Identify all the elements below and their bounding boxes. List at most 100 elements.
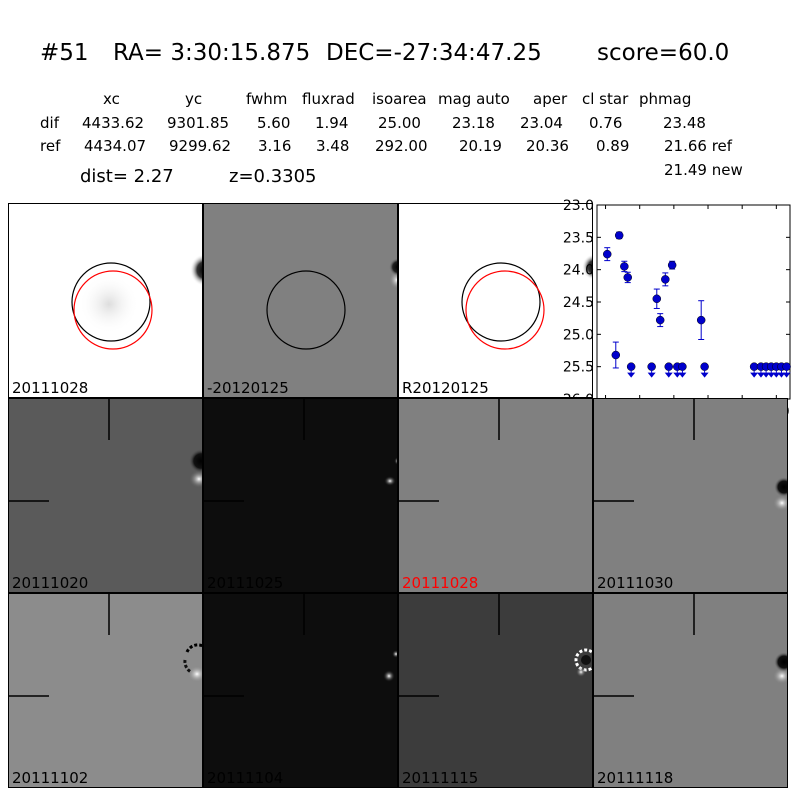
table-cell: 9299.62	[169, 137, 232, 155]
upper-limit-arrow	[782, 372, 791, 378]
col-header-phmag: phmag	[639, 90, 692, 108]
table-cell: 25.00	[378, 114, 421, 132]
epoch-label: 20111025	[207, 574, 284, 592]
epoch-panel: 20111118	[593, 593, 788, 788]
table-cell: 4433.62	[82, 114, 145, 132]
epoch-label: 20111118	[597, 769, 674, 787]
stamp-image	[399, 399, 500, 502]
table-cell: 1.94	[315, 114, 349, 132]
table-cell: 23.18	[452, 114, 495, 132]
data-point	[623, 273, 632, 282]
upper-limit-arrow	[700, 372, 709, 378]
epoch-panel: 20111030	[593, 398, 788, 593]
epoch-panel: 20111020	[8, 398, 203, 593]
upper-limit-arrow	[678, 372, 687, 378]
y-tick-label: 24.0	[563, 263, 594, 279]
stamp-label: -20120125	[207, 379, 289, 397]
data-point	[602, 249, 612, 259]
score-value: score=60.0	[597, 40, 730, 66]
data-point	[667, 260, 677, 270]
data-point	[661, 275, 670, 284]
epoch-panel: 20111025	[203, 398, 398, 593]
distance-value: dist= 2.27	[80, 166, 174, 187]
stamp-label: R20120125	[402, 379, 489, 397]
stamp-image	[204, 399, 397, 502]
col-header-fluxrad: fluxrad	[302, 90, 355, 108]
upper-limit-arrow	[777, 372, 786, 378]
epoch-label: 20111030	[597, 574, 674, 592]
table-cell: 20.36	[526, 137, 569, 155]
stamp-image	[461, 254, 592, 350]
dec-coordinate: DEC=-27:34:47.25	[326, 40, 542, 66]
epoch-panel: 20111104	[203, 593, 398, 788]
y-tick-label: 23.0	[563, 198, 594, 214]
upper-limit-arrow	[647, 372, 656, 378]
phmag-new: 21.49 new	[664, 161, 743, 179]
table-cell: 0.89	[596, 137, 630, 155]
stamp-label: 20111028	[12, 379, 89, 397]
upper-limit-arrow	[762, 372, 771, 378]
y-tick-label: 25.5	[563, 360, 594, 376]
table-cell: 23.48	[663, 114, 706, 132]
upper-limit-arrow	[627, 372, 636, 378]
stamp-panel-new: 20111028	[8, 203, 203, 398]
col-header-yc: yc	[185, 90, 203, 108]
col-header-cl-star: cl star	[582, 90, 629, 108]
table-cell: 4434.07	[84, 137, 147, 155]
stamp-image	[204, 594, 397, 697]
data-point	[611, 350, 621, 360]
stamp-image	[9, 399, 202, 502]
data-point	[614, 231, 624, 240]
table-cell: 5.60	[257, 114, 291, 132]
ra-coordinate: RA= 3:30:15.875	[113, 40, 311, 66]
stamp-image	[266, 258, 397, 350]
table-cell: 21.66 ref	[664, 137, 733, 155]
stamp-image	[71, 254, 202, 350]
y-tick-label: 25.0	[563, 327, 594, 343]
col-header-xc: xc	[103, 90, 120, 108]
epoch-label: 20111020	[12, 574, 89, 592]
table-cell: 9301.85	[167, 114, 230, 132]
epoch-label: 20111028	[402, 574, 479, 592]
epoch-panel: 20111102	[8, 593, 203, 788]
row-label-ref: ref	[40, 137, 61, 155]
redshift-value: z=0.3305	[229, 166, 317, 187]
col-header-aper: aper	[533, 90, 568, 108]
epoch-panel-current: 20111028	[398, 398, 593, 593]
table-cell: 20.19	[459, 137, 502, 155]
candidate-id: #51	[40, 40, 89, 66]
light-curve-chart: 23.023.524.024.525.025.526.0020406080100	[560, 195, 800, 425]
upper-limit-arrow	[767, 372, 776, 378]
table-cell: 3.16	[258, 137, 292, 155]
stamp-image	[399, 594, 592, 697]
table-cell: 292.00	[375, 137, 428, 155]
data-point	[652, 294, 662, 304]
stamp-image	[594, 399, 787, 511]
stamp-image	[9, 594, 202, 697]
table-cell: 23.04	[520, 114, 563, 132]
y-tick-label: 23.5	[563, 230, 594, 246]
upper-limit-arrow	[756, 372, 765, 378]
table-cell: 0.76	[589, 114, 623, 132]
data-point	[655, 315, 665, 325]
stamp-panel-diff: -20120125	[203, 203, 398, 398]
light-curve-svg: 23.023.524.024.525.025.526.0020406080100	[563, 198, 791, 420]
col-header-isoarea: isoarea	[372, 90, 427, 108]
y-tick-label: 24.5	[563, 295, 594, 311]
table-cell: 3.48	[316, 137, 350, 155]
epoch-label: 20111104	[207, 769, 284, 787]
row-label-dif: dif	[40, 114, 59, 132]
col-header-fwhm: fwhm	[246, 90, 288, 108]
upper-limit-arrow	[772, 372, 781, 378]
stamp-panel-ref: R20120125	[398, 203, 593, 398]
col-header-mag-auto: mag auto	[438, 90, 510, 108]
upper-limit-arrow	[664, 372, 673, 378]
upper-limit-arrow	[750, 372, 759, 378]
stamp-image	[594, 594, 787, 697]
upper-limit-arrow	[673, 372, 682, 378]
epoch-label: 20111102	[12, 769, 89, 787]
epoch-label: 20111115	[402, 769, 479, 787]
epoch-panel: 20111115	[398, 593, 593, 788]
data-point	[620, 262, 629, 271]
data-point	[696, 315, 706, 325]
